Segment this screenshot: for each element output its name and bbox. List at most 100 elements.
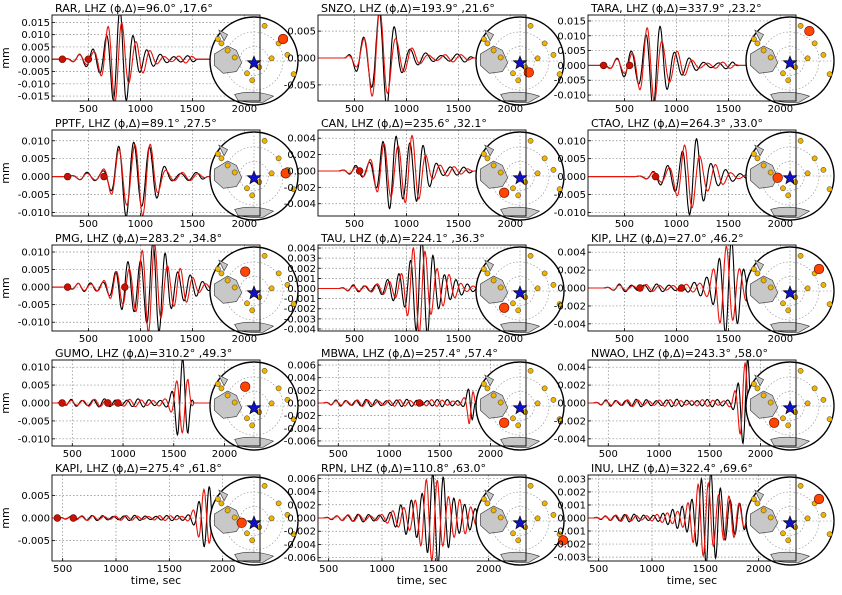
station-dot bbox=[218, 270, 225, 277]
y-tick-label: 0.005 bbox=[21, 381, 50, 392]
x-tick-label: 2000 bbox=[768, 104, 793, 115]
island-landmass bbox=[754, 374, 765, 387]
island-landmass bbox=[218, 259, 229, 272]
station-dot bbox=[754, 155, 761, 162]
station-dot bbox=[550, 396, 557, 403]
y-tick-label: 0.004 bbox=[287, 487, 316, 498]
x-tick-label: 500 bbox=[345, 104, 364, 115]
station-dot bbox=[249, 192, 256, 199]
island-landmass bbox=[754, 259, 765, 272]
station-dot bbox=[515, 77, 522, 84]
plot-frame bbox=[317, 359, 527, 447]
y-tick-label: 0.000 bbox=[557, 514, 586, 525]
station-dot bbox=[484, 155, 491, 162]
australia-landmass bbox=[480, 160, 509, 189]
station-dot bbox=[760, 162, 767, 169]
station-dot bbox=[826, 531, 833, 538]
station-dot bbox=[550, 511, 557, 518]
station-dot bbox=[751, 381, 757, 387]
station-dot bbox=[275, 155, 282, 162]
highlighted-station-dot bbox=[277, 33, 289, 45]
window-marker bbox=[599, 61, 608, 70]
subplot-title: MBWA, LHZ (ϕ,Δ)=257.4° ,57.4° bbox=[321, 347, 498, 360]
epicenter-star-icon bbox=[512, 285, 528, 300]
station-dot bbox=[224, 47, 231, 54]
station-dot bbox=[780, 415, 786, 422]
station-dot bbox=[484, 385, 491, 392]
station-dot bbox=[780, 70, 786, 77]
station-dot bbox=[760, 277, 767, 284]
station-map-inset bbox=[745, 476, 835, 566]
plot-frame bbox=[317, 14, 527, 102]
station-dot bbox=[224, 277, 231, 284]
antarctica-landmass bbox=[500, 436, 541, 448]
station-dot bbox=[515, 537, 522, 544]
station-dot bbox=[490, 392, 497, 399]
station-dot bbox=[215, 151, 221, 157]
x-tick-label: 1000 bbox=[376, 449, 401, 460]
x-tick-label: 2000 bbox=[768, 334, 793, 345]
station-dot bbox=[515, 422, 522, 429]
station-dot bbox=[767, 284, 774, 291]
y-tick-label: -0.002 bbox=[284, 411, 316, 422]
station-dot bbox=[811, 385, 818, 392]
window-marker bbox=[69, 514, 78, 522]
x-tick-label: 500 bbox=[53, 564, 72, 575]
x-tick-label: 2000 bbox=[498, 219, 523, 230]
x-tick-label: 1000 bbox=[664, 219, 689, 230]
station-dot bbox=[510, 185, 516, 192]
station-dot bbox=[541, 40, 548, 47]
station-dot bbox=[284, 281, 291, 288]
station-map-inset bbox=[209, 16, 299, 106]
station-dot bbox=[785, 537, 792, 544]
subplot-title: INU, LHZ (ϕ,Δ)=322.4° ,69.6° bbox=[591, 462, 753, 475]
x-tick-label: 500 bbox=[615, 219, 634, 230]
subplot: 500 1000 1500 2000 0.010 0.005 0.000 -0.005 -0.0… bbox=[554, 117, 835, 230]
y-tick-label: 0.010 bbox=[21, 30, 50, 41]
epicenter-star-icon bbox=[782, 400, 798, 415]
x-tick-label: 2000 bbox=[476, 564, 501, 575]
y-tick-label: -0.004 bbox=[284, 424, 316, 435]
window-marker bbox=[104, 399, 112, 407]
australia-landmass bbox=[480, 275, 509, 304]
window-marker bbox=[636, 284, 644, 292]
subplot: 500 1000 1500 2000 0.006 0.004 0.002 0.000 -0.00… bbox=[284, 462, 569, 575]
y-axis-label: mm bbox=[0, 47, 12, 68]
station-dot bbox=[534, 400, 541, 407]
station-dot bbox=[490, 507, 497, 514]
x-tick-label: 500 bbox=[599, 449, 618, 460]
station-dot bbox=[527, 252, 534, 259]
y-tick-label: -0.010 bbox=[554, 91, 586, 102]
station-dot bbox=[244, 415, 250, 422]
antarctica-landmass bbox=[770, 321, 811, 333]
x-tick-label: 1500 bbox=[446, 104, 471, 115]
y-tick-label: 0.004 bbox=[287, 244, 316, 255]
highlighted-station-dot bbox=[499, 417, 510, 428]
y-tick-label: -0.002 bbox=[554, 540, 586, 551]
station-map-inset bbox=[745, 361, 835, 451]
station-dot bbox=[275, 500, 282, 507]
highlighted-station-dot bbox=[499, 302, 510, 313]
station-dot bbox=[215, 36, 221, 42]
antarctica-landmass bbox=[234, 91, 275, 103]
station-dot bbox=[767, 169, 774, 176]
x-tick-label: 1500 bbox=[716, 219, 741, 230]
station-map-inset bbox=[209, 246, 299, 336]
station-dot bbox=[820, 51, 827, 58]
plot-frame bbox=[51, 359, 261, 447]
station-dot bbox=[804, 400, 811, 407]
subplot: 500 1000 1500 2000 0.005 0.000 -0.005 SNZO, LHZ… bbox=[284, 2, 565, 115]
y-tick-label: 0.002 bbox=[287, 500, 316, 511]
epicenter-star-icon bbox=[246, 285, 262, 300]
subplot: 500 1000 1500 2000 0.010 0.005 0.000 -0.005 -0.0… bbox=[18, 117, 299, 230]
x-tick-label: 1000 bbox=[369, 564, 394, 575]
highlighted-station-dot bbox=[240, 381, 251, 392]
y-tick-label: -0.005 bbox=[18, 536, 50, 547]
y-tick-label: -0.005 bbox=[554, 190, 586, 201]
y-tick-label: -0.004 bbox=[554, 434, 586, 445]
antarctica-landmass bbox=[234, 321, 275, 333]
station-map-inset bbox=[475, 16, 565, 106]
highlighted-station-dot bbox=[772, 172, 783, 183]
station-dot bbox=[244, 300, 250, 307]
x-axis-label: time, sec bbox=[131, 574, 181, 587]
